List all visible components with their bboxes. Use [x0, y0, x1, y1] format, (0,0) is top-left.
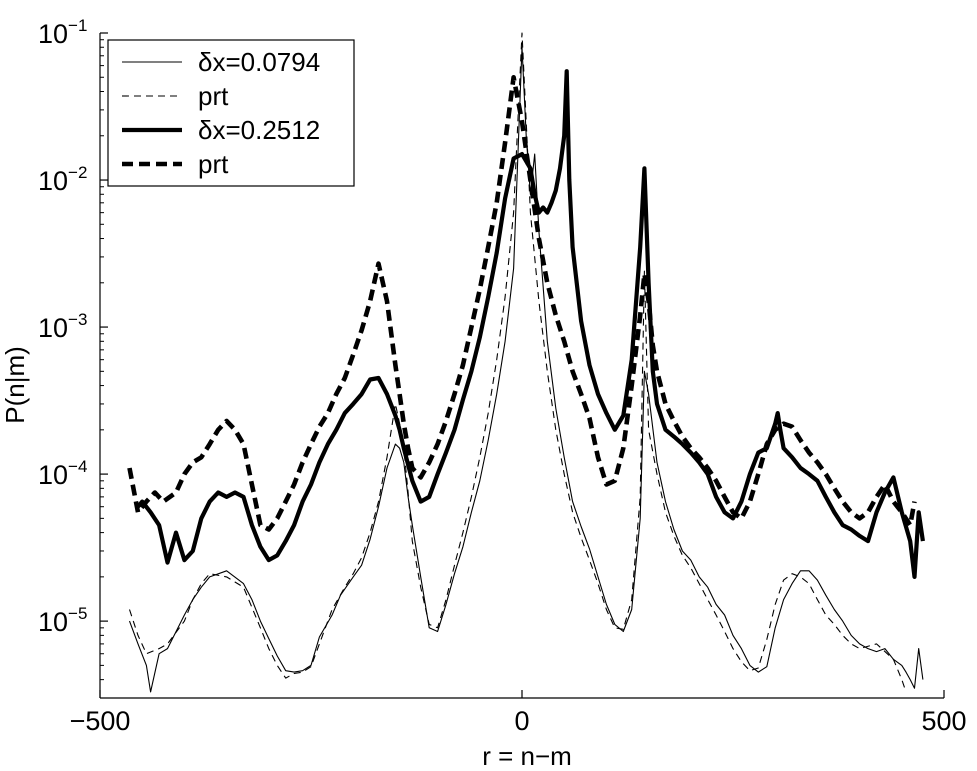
legend-label-1: δx=0.0794 — [198, 47, 320, 77]
legend-label-3: δx=0.2512 — [198, 115, 320, 145]
y-tick-label: 10−1 — [38, 16, 87, 49]
series-line-3 — [136, 69, 925, 580]
y-tick-label: 10−2 — [38, 163, 87, 196]
y-tick-label: 10−4 — [38, 457, 87, 490]
y-tick-label: 10−3 — [38, 310, 87, 343]
y-tick-label: 10−5 — [38, 604, 87, 637]
legend-label-2: prt — [198, 81, 229, 111]
legend: δx=0.0794 prt δx=0.2512 prt — [107, 39, 355, 187]
axis-ticks: −500 0 500 10−1 10−2 10−3 10−4 10−5 — [38, 16, 967, 736]
x-axis-label: r = n−m — [482, 741, 572, 771]
x-tick-label: −500 — [70, 706, 131, 736]
series-line-4 — [127, 75, 917, 532]
legend-box — [107, 39, 355, 187]
x-tick-label: 500 — [921, 706, 966, 736]
x-tick-label: 0 — [514, 706, 529, 736]
series-lines — [127, 32, 925, 693]
legend-label-4: prt — [198, 149, 229, 179]
y-axis-label: P(n|m) — [0, 346, 30, 424]
